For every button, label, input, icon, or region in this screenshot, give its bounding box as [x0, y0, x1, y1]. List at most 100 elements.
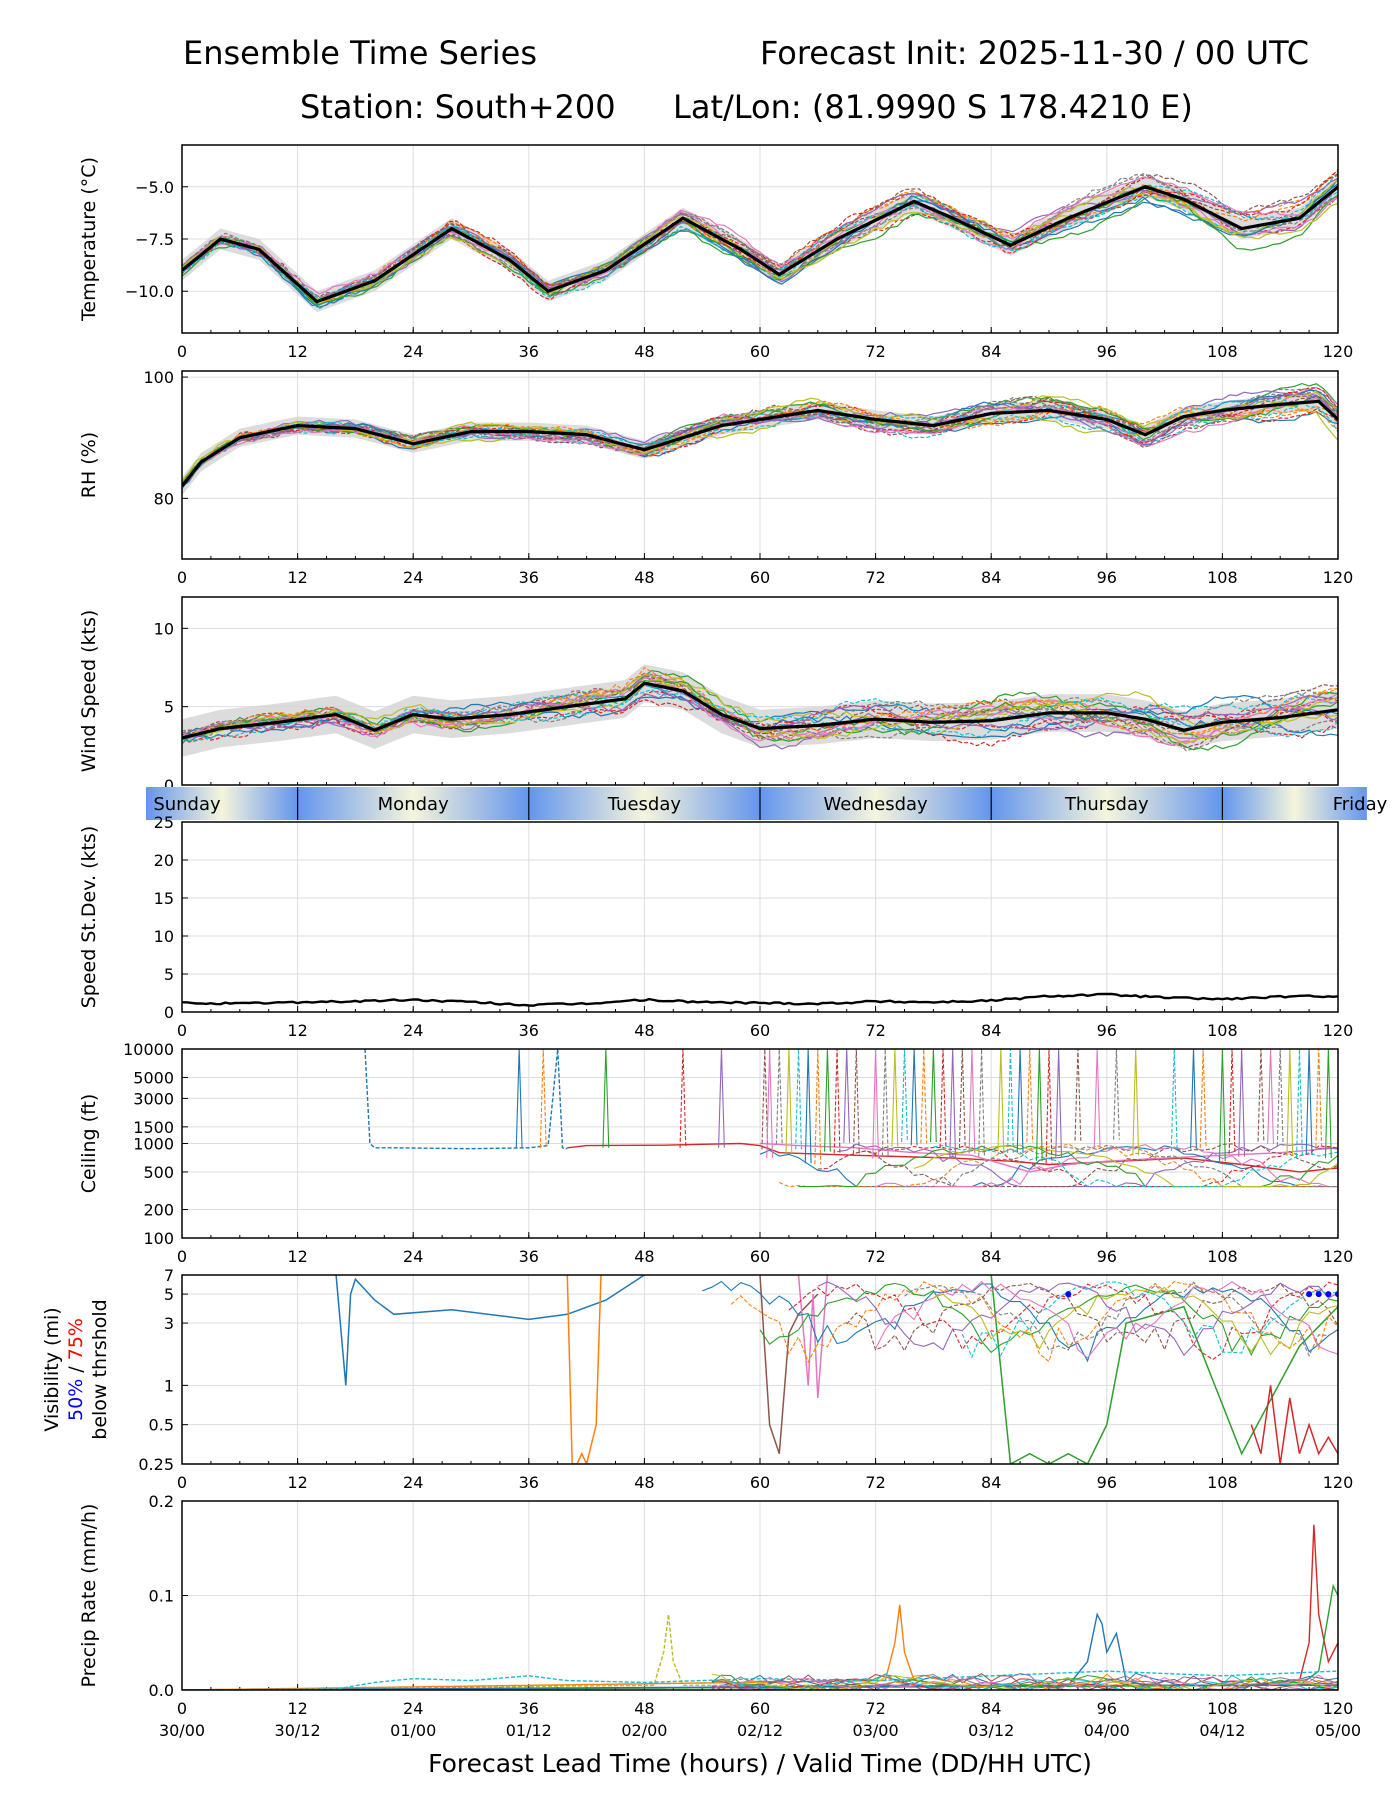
visibility-line: [817, 1281, 1338, 1357]
visibility-line: [759, 1282, 1338, 1357]
ceiling-spike: [1026, 1049, 1034, 1143]
y-tick-label: 5: [164, 698, 174, 717]
ceiling-spike: [929, 1049, 937, 1143]
ceiling-spike: [852, 1049, 860, 1155]
ceiling-spike: [901, 1049, 908, 1142]
y-tick-label: 10: [154, 619, 174, 638]
x-tick-label: 36: [519, 1021, 539, 1040]
valid-time-label: 01/12: [506, 1721, 552, 1740]
station-title: Station: South+200: [300, 88, 616, 126]
visibility-line: [788, 1281, 1338, 1361]
ceiling-spike: [766, 1049, 774, 1158]
valid-time-label: 04/00: [1084, 1721, 1130, 1740]
day-segment: [528, 787, 760, 820]
ceiling-spike: [958, 1049, 966, 1149]
x-tick-label: 108: [1207, 568, 1238, 587]
y-axis-sublabel: below thrshold: [89, 1299, 111, 1439]
y-axis-label: Visibility (mi): [41, 1307, 63, 1431]
y-axis-label: Ceiling (ft): [78, 1094, 100, 1194]
ceiling-spike: [1218, 1049, 1226, 1162]
threshold-50-marker: [1065, 1291, 1072, 1298]
ceiling-line: [913, 1144, 1338, 1188]
x-tick-label: 12: [287, 1473, 307, 1492]
x-tick-label: 48: [634, 342, 654, 361]
ceiling-spike: [1035, 1049, 1043, 1161]
x-tick-label: 108: [1207, 1473, 1238, 1492]
x-tick-label: 96: [1097, 1473, 1117, 1492]
member-line: [182, 395, 1338, 484]
ceiling-spike: [949, 1049, 957, 1159]
visibility-line: [566, 1275, 602, 1464]
y-axis-label: Precip Rate (mm/h): [78, 1504, 100, 1688]
x-tick-label: 12: [287, 1021, 307, 1040]
rh-panel: 80 100 0 12 24 36 48 60 72 84 96 108 120 RH (%): [78, 368, 1353, 587]
ceiling-line: [817, 1145, 1338, 1188]
x-tick-label: 0: [177, 1473, 187, 1492]
x-tick-label: 0: [177, 568, 187, 587]
ceiling-spike: [1257, 1049, 1265, 1142]
y-tick-label: 0.0: [149, 1681, 174, 1700]
x-tick-label: 96: [1097, 1247, 1117, 1266]
y-axis-label: Wind Speed (kts): [78, 610, 100, 773]
x-tick-label: 48: [634, 1699, 654, 1718]
ceiling-spike: [1093, 1049, 1101, 1149]
y-tick-label: 0: [164, 776, 174, 795]
valid-time-label: 01/00: [390, 1721, 436, 1740]
ceiling-line: [875, 1144, 1338, 1188]
ceiling-spike: [1238, 1049, 1246, 1157]
y-axis-label: RH (%): [78, 432, 100, 498]
x-tick-label: 108: [1207, 1699, 1238, 1718]
y-tick-label: 80: [154, 489, 174, 508]
visibility-line: [335, 1275, 645, 1386]
x-tick-label: 120: [1323, 1473, 1354, 1492]
x-tick-label: 120: [1323, 1021, 1354, 1040]
y-tick-label: 1000: [133, 1135, 174, 1154]
spread-band: [182, 176, 1338, 313]
y-tick-label: 3000: [133, 1089, 174, 1108]
x-tick-label: 72: [865, 342, 885, 361]
x-tick-label: 48: [634, 568, 654, 587]
member-line: [182, 684, 1338, 750]
x-tick-label: 60: [750, 1247, 770, 1266]
x-tick-label: 108: [1207, 342, 1238, 361]
ceiling-spike: [1055, 1049, 1063, 1158]
valid-time-label: 30/00: [159, 1721, 205, 1740]
valid-time-label: 03/12: [968, 1721, 1014, 1740]
forecast-init-title: Forecast Init: 2025-11-30 / 00 UTC: [760, 34, 1310, 72]
day-label: Friday: [1333, 794, 1388, 815]
x-tick-label: 12: [287, 568, 307, 587]
x-tick-label: 36: [519, 1473, 539, 1492]
ceiling-spike: [775, 1049, 783, 1145]
x-tick-label: 0: [177, 342, 187, 361]
ceiling-spike: [1286, 1049, 1294, 1157]
precip-line: [711, 1674, 1338, 1690]
ceiling-spike: [785, 1049, 793, 1154]
ceiling-spike: [843, 1049, 851, 1143]
threshold-50-marker: [1306, 1291, 1313, 1298]
ceiling-plot-area: [364, 1049, 1338, 1188]
precip-line: [711, 1673, 1338, 1690]
day-label: Sunday: [153, 794, 221, 815]
axes-frame: [181, 370, 1339, 560]
precip-line: [711, 1673, 1338, 1690]
ceiling-spike: [920, 1049, 928, 1144]
ceiling-spike: [910, 1049, 918, 1146]
wind_speed-panel: 0 5 10 Wind Speed (kts): [78, 596, 1339, 795]
valid-time-label: 03/00: [853, 1721, 899, 1740]
x-tick-label: 48: [634, 1473, 654, 1492]
x-tick-label: 24: [403, 342, 423, 361]
precip-line: [711, 1673, 1338, 1690]
member-line: [182, 699, 1338, 748]
ceiling-spike: [1170, 1049, 1178, 1151]
x-tick-label: 84: [981, 1699, 1001, 1718]
ceiling-spike: [939, 1049, 947, 1148]
ceiling-line: [759, 1142, 1338, 1173]
axes-frame: [181, 596, 1339, 786]
wind_speed-plot-area: [182, 664, 1338, 757]
x-tick-label: 60: [750, 1473, 770, 1492]
ceiling-line: [364, 1049, 568, 1150]
x-tick-label: 24: [403, 1473, 423, 1492]
x-tick-label: 0: [177, 1021, 187, 1040]
